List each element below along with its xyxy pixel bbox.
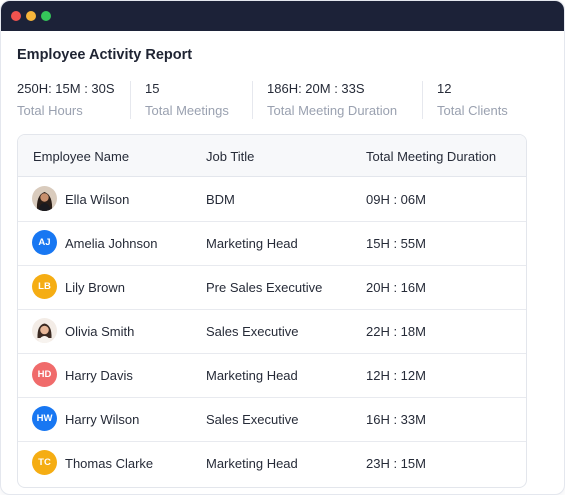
meeting-duration: 22H : 18M xyxy=(366,324,426,339)
avatar xyxy=(32,186,57,211)
employee-name: Lily Brown xyxy=(65,280,125,295)
meeting-duration: 12H : 12M xyxy=(366,368,426,383)
column-header-employee-name[interactable]: Employee Name xyxy=(33,149,130,164)
job-title: Marketing Head xyxy=(206,368,298,383)
table-row[interactable]: LB Lily Brown Pre Sales Executive 20H : … xyxy=(18,265,526,310)
stat-label: Total Meeting Duration xyxy=(267,103,398,118)
employee-name: Harry Wilson xyxy=(65,412,140,427)
avatar: AJ xyxy=(32,230,57,255)
table-header: Employee Name Job Title Total Meeting Du… xyxy=(18,135,526,177)
meeting-duration: 09H : 06M xyxy=(366,192,426,207)
table-row[interactable]: Ella Wilson BDM 09H : 06M xyxy=(18,177,526,222)
stat-value: 186H: 20M : 33S xyxy=(267,81,365,96)
column-header-job-title[interactable]: Job Title xyxy=(206,149,255,164)
job-title: Sales Executive xyxy=(206,324,299,339)
stat-label: Total Clients xyxy=(437,103,508,118)
close-window-dot[interactable] xyxy=(11,11,21,21)
employee-name: Ella Wilson xyxy=(65,192,130,207)
avatar: TC xyxy=(32,450,57,475)
stat-total-clients: 12 Total Clients xyxy=(437,81,541,119)
report-content: Employee Activity Report 250H: 15M : 30S… xyxy=(1,31,564,494)
stat-total-meeting-duration: 186H: 20M : 33S Total Meeting Duration xyxy=(267,81,423,119)
avatar: HW xyxy=(32,406,57,431)
table-row[interactable]: HD Harry Davis Marketing Head 12H : 12M xyxy=(18,353,526,398)
window-titlebar xyxy=(1,1,564,31)
table-row[interactable]: HW Harry Wilson Sales Executive 16H : 33… xyxy=(18,397,526,442)
avatar: LB xyxy=(32,274,57,299)
stat-total-meetings: 15 Total Meetings xyxy=(145,81,253,119)
job-title: Pre Sales Executive xyxy=(206,280,323,295)
column-header-meeting-duration[interactable]: Total Meeting Duration xyxy=(366,149,497,164)
meeting-duration: 16H : 33M xyxy=(366,412,426,427)
minimize-window-dot[interactable] xyxy=(26,11,36,21)
table-row[interactable]: Olivia Smith Sales Executive 22H : 18M xyxy=(18,309,526,354)
stat-label: Total Meetings xyxy=(145,103,229,118)
summary-stats: 250H: 15M : 30S Total Hours 15 Total Mee… xyxy=(17,81,555,119)
report-title: Employee Activity Report xyxy=(17,47,193,63)
meeting-duration: 15H : 55M xyxy=(366,236,426,251)
stat-label: Total Hours xyxy=(17,103,83,118)
job-title: Marketing Head xyxy=(206,456,298,471)
avatar: HD xyxy=(32,362,57,387)
stat-value: 15 xyxy=(145,81,160,96)
stat-value: 250H: 15M : 30S xyxy=(17,81,115,96)
table-row[interactable]: AJ Amelia Johnson Marketing Head 15H : 5… xyxy=(18,221,526,266)
job-title: Marketing Head xyxy=(206,236,298,251)
employee-name: Thomas Clarke xyxy=(65,456,154,471)
job-title: BDM xyxy=(206,192,235,207)
stat-total-hours: 250H: 15M : 30S Total Hours xyxy=(17,81,131,119)
avatar xyxy=(32,318,57,343)
job-title: Sales Executive xyxy=(206,412,299,427)
maximize-window-dot[interactable] xyxy=(41,11,51,21)
employee-name: Olivia Smith xyxy=(65,324,135,339)
stat-value: 12 xyxy=(437,81,452,96)
table-row[interactable]: TC Thomas Clarke Marketing Head 23H : 15… xyxy=(18,441,526,485)
meeting-duration: 20H : 16M xyxy=(366,280,426,295)
meeting-duration: 23H : 15M xyxy=(366,456,426,471)
employee-name: Amelia Johnson xyxy=(65,236,158,251)
employee-name: Harry Davis xyxy=(65,368,133,383)
employee-table: Employee Name Job Title Total Meeting Du… xyxy=(17,134,527,488)
